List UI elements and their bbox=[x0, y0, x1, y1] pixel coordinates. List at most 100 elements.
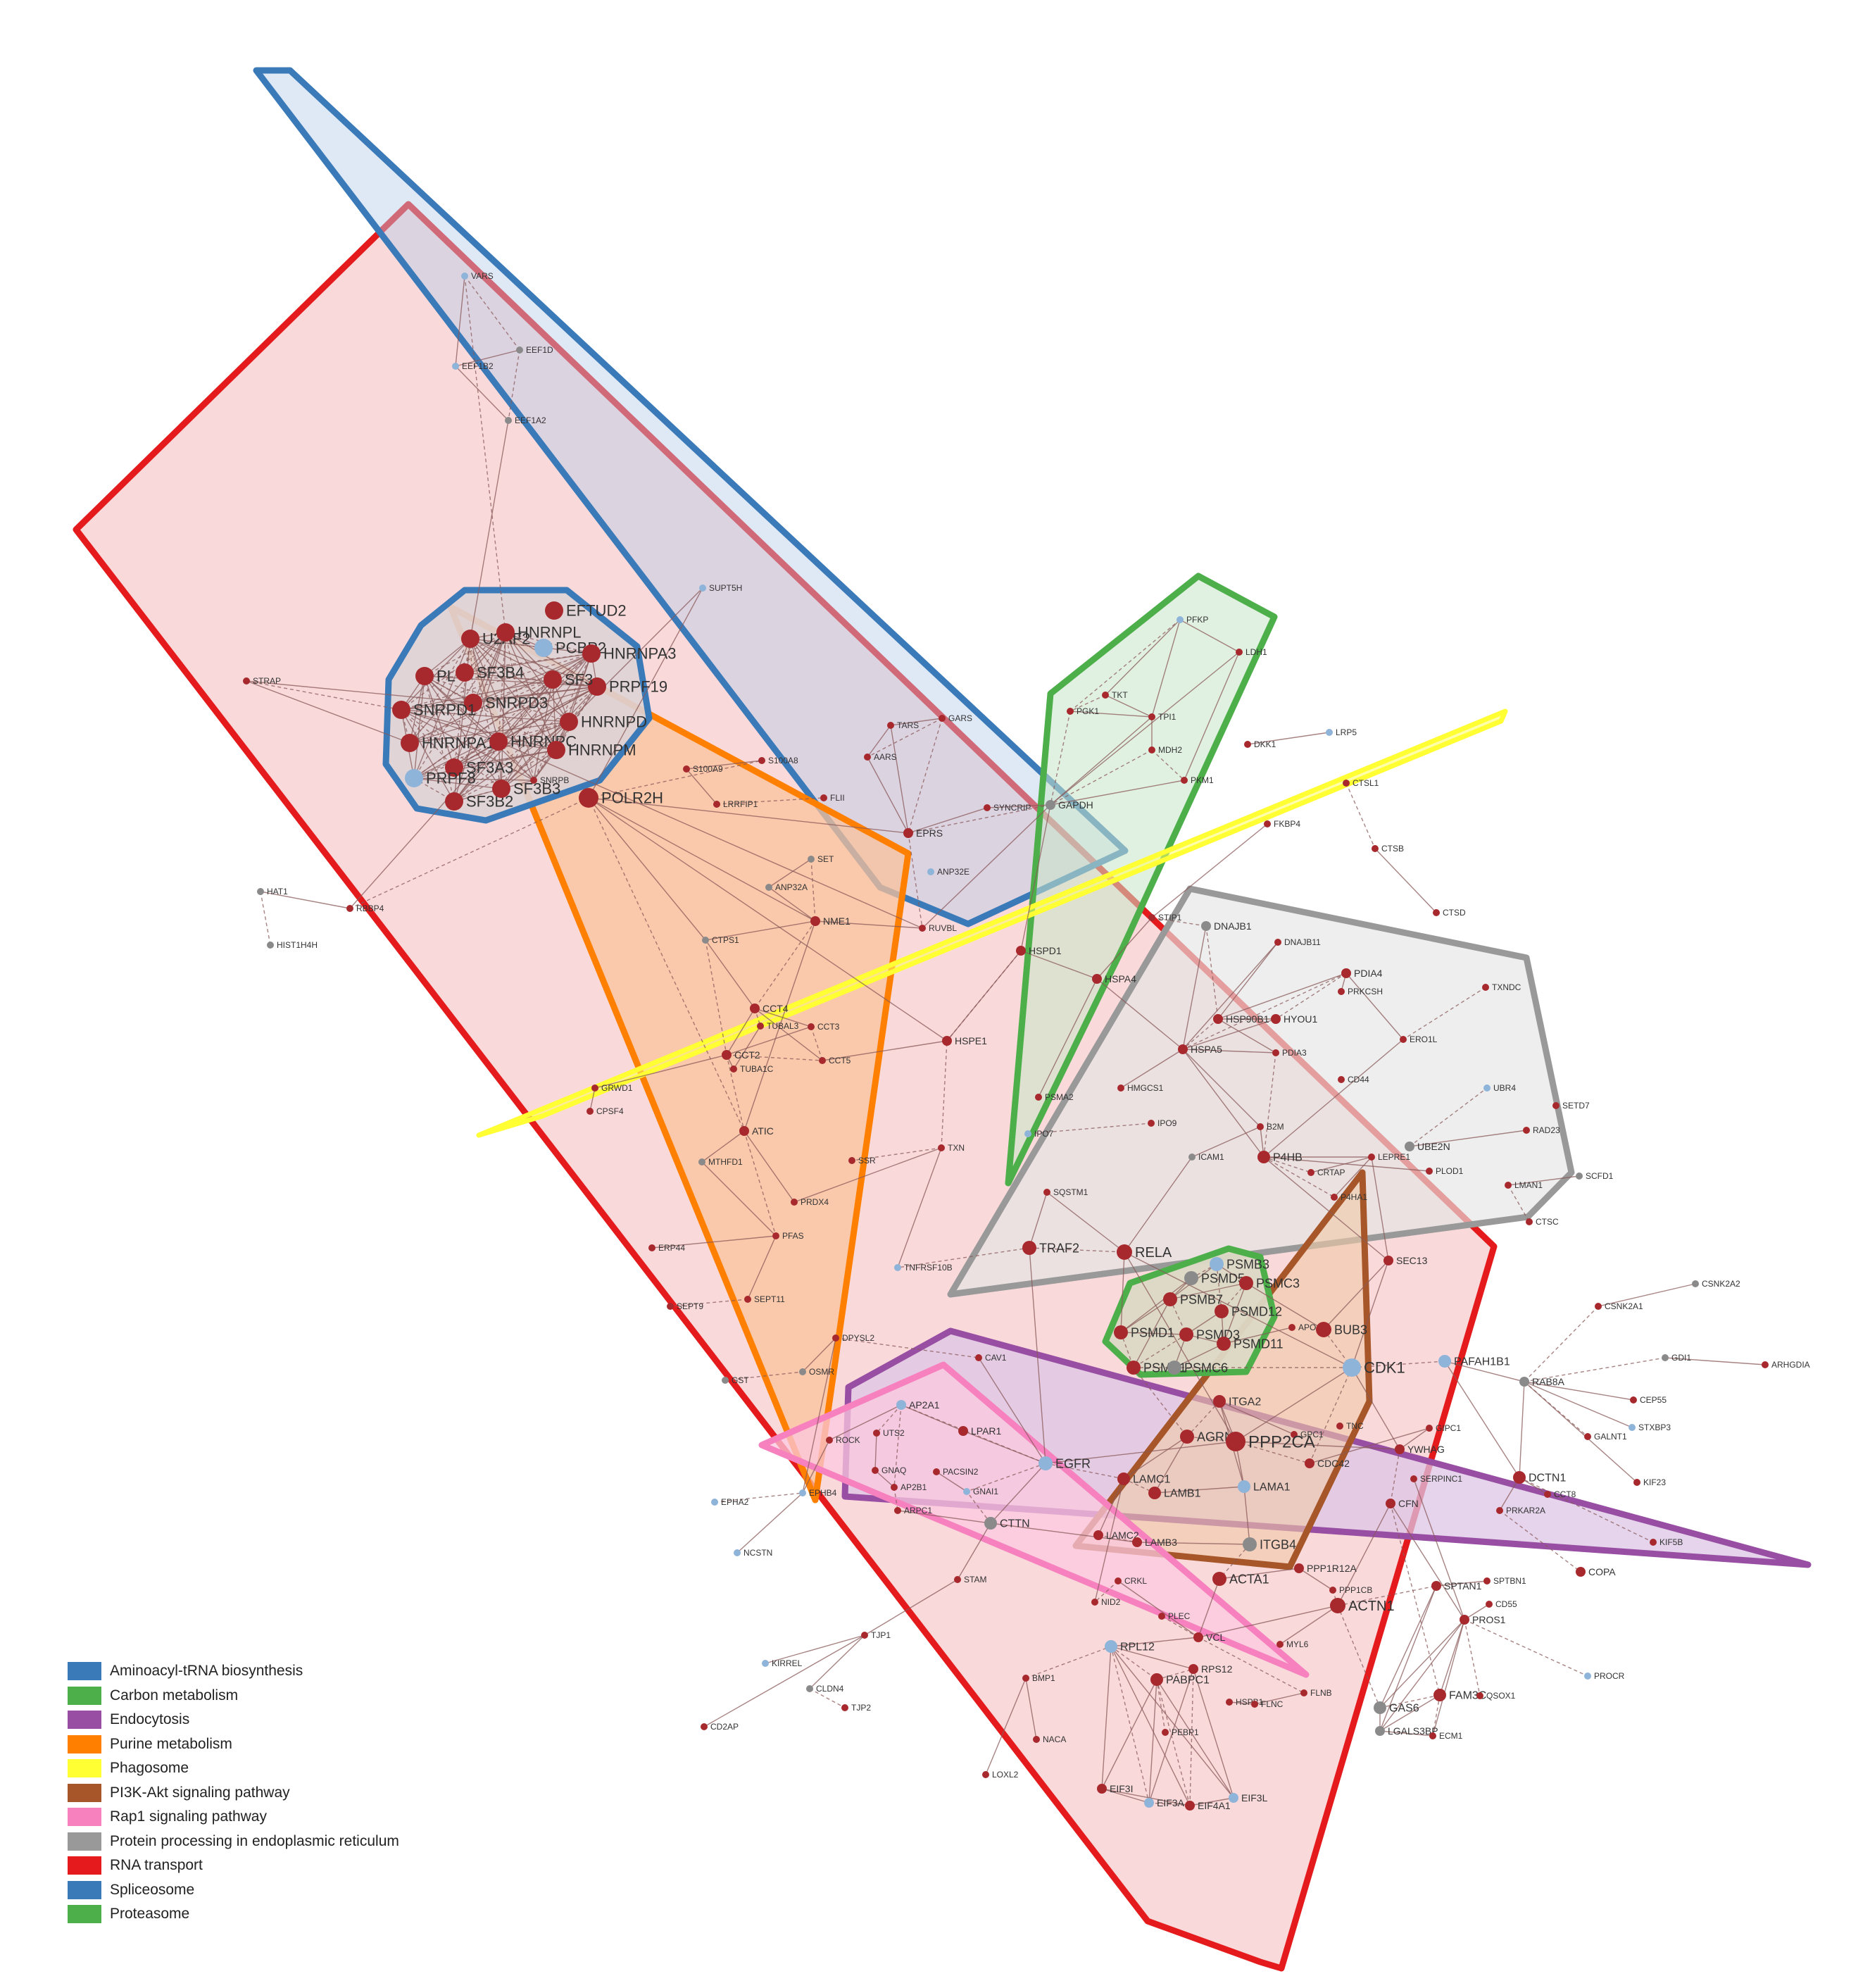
node-marker-flnb[interactable] bbox=[1300, 1689, 1307, 1696]
node-marker-lamb3[interactable] bbox=[1132, 1537, 1142, 1547]
node-sf3a3[interactable]: SF3A3 bbox=[445, 758, 513, 777]
node-ctsb[interactable]: CTSB bbox=[1372, 844, 1404, 854]
node-bmp1[interactable]: BMP1 bbox=[1022, 1673, 1055, 1683]
node-marker-sec13[interactable] bbox=[1383, 1256, 1393, 1265]
node-marker-lama1[interactable] bbox=[1238, 1480, 1250, 1493]
node-cldn4[interactable]: CLDN4 bbox=[806, 1684, 844, 1694]
node-marker-crkl[interactable] bbox=[1115, 1577, 1122, 1584]
node-marker-ppp1cb[interactable] bbox=[1329, 1587, 1336, 1594]
node-marker-txndc[interactable] bbox=[1482, 984, 1489, 991]
node-marker-hyou1[interactable] bbox=[1271, 1014, 1281, 1024]
node-marker-sf3b4[interactable] bbox=[456, 663, 474, 682]
node-hnrnpc[interactable]: HNRNPC bbox=[489, 732, 577, 751]
node-marker-hspa4[interactable] bbox=[1092, 974, 1102, 984]
node-vcl[interactable]: VCL bbox=[1193, 1632, 1225, 1643]
node-cep55[interactable]: CEP55 bbox=[1630, 1395, 1667, 1405]
node-marker-aars[interactable] bbox=[864, 754, 871, 761]
node-erp44[interactable]: ERP44 bbox=[648, 1243, 685, 1253]
node-marker-csnk2a2[interactable] bbox=[1692, 1280, 1699, 1287]
node-cd2ap[interactable]: CD2AP bbox=[701, 1722, 739, 1732]
node-anp32a[interactable]: ANP32A bbox=[765, 882, 808, 892]
node-marker-hspd1[interactable] bbox=[1016, 946, 1026, 956]
node-marker-snrpb[interactable] bbox=[530, 777, 537, 784]
node-marker-dpysl2[interactable] bbox=[832, 1334, 839, 1342]
node-marker-csnk2a1[interactable] bbox=[1595, 1303, 1602, 1310]
node-csnk2a1[interactable]: CSNK2A1 bbox=[1595, 1301, 1643, 1311]
node-dkk1[interactable]: DKK1 bbox=[1244, 739, 1276, 749]
node-marker-gst[interactable] bbox=[722, 1377, 729, 1384]
node-marker-mthfd1[interactable] bbox=[698, 1158, 705, 1165]
node-marker-tkt[interactable] bbox=[1102, 692, 1109, 699]
node-anp32e[interactable]: ANP32E bbox=[927, 867, 969, 877]
node-osmr[interactable]: OSMR bbox=[799, 1367, 834, 1377]
node-procr[interactable]: PROCR bbox=[1584, 1671, 1625, 1681]
node-marker-pkm1[interactable] bbox=[1181, 777, 1188, 784]
node-psmd11[interactable]: PSMD11 bbox=[1217, 1337, 1284, 1351]
node-marker-set[interactable] bbox=[808, 856, 815, 863]
node-marker-eef1d[interactable] bbox=[516, 346, 523, 354]
node-marker-ssr[interactable] bbox=[848, 1157, 855, 1164]
node-marker-dctn1[interactable] bbox=[1513, 1471, 1526, 1484]
node-sf3[interactable]: SF3 bbox=[544, 670, 593, 689]
node-marker-lrp5[interactable] bbox=[1326, 729, 1333, 736]
node-flnb[interactable]: FLNB bbox=[1300, 1688, 1332, 1698]
node-marker-pdia3[interactable] bbox=[1272, 1049, 1279, 1056]
node-stxbp3[interactable]: STXBP3 bbox=[1629, 1423, 1671, 1432]
node-txndc[interactable]: TXNDC bbox=[1482, 982, 1521, 992]
node-marker-pfkp[interactable] bbox=[1176, 616, 1184, 623]
node-p4hb[interactable]: P4HB bbox=[1257, 1151, 1303, 1164]
node-rock[interactable]: ROCK bbox=[826, 1435, 860, 1445]
node-kirrel[interactable]: KIRREL bbox=[762, 1658, 803, 1668]
node-marker-myl6[interactable] bbox=[1276, 1641, 1284, 1648]
node-hnrnpa1[interactable]: HNRNPA1 bbox=[401, 734, 495, 752]
node-marker-gas6[interactable] bbox=[1374, 1701, 1386, 1714]
node-tjp1[interactable]: TJP1 bbox=[861, 1630, 891, 1640]
node-marker-cct8[interactable] bbox=[1544, 1491, 1551, 1498]
node-marker-ctsc[interactable] bbox=[1526, 1218, 1533, 1225]
node-hnrnpd[interactable]: HNRNPD bbox=[560, 713, 647, 731]
node-psmc6[interactable]: PSMC6 bbox=[1167, 1361, 1228, 1375]
node-cct2[interactable]: CCT2 bbox=[722, 1049, 760, 1061]
node-marker-icam1[interactable] bbox=[1188, 1154, 1196, 1161]
node-cpsf4[interactable]: CPSF4 bbox=[586, 1106, 624, 1116]
node-marker-rab8a[interactable] bbox=[1519, 1377, 1529, 1387]
node-marker-ctsb[interactable] bbox=[1372, 845, 1379, 852]
node-scfd1[interactable]: SCFD1 bbox=[1576, 1171, 1614, 1181]
node-marker-ero1l[interactable] bbox=[1400, 1036, 1407, 1043]
node-fam3c[interactable]: FAM3C bbox=[1433, 1689, 1486, 1702]
node-fkbp4[interactable]: FKBP4 bbox=[1264, 819, 1300, 829]
node-marker-bub3[interactable] bbox=[1316, 1322, 1331, 1337]
node-qsox1[interactable]: QSOX1 bbox=[1476, 1691, 1516, 1701]
node-marker-cct3[interactable] bbox=[808, 1023, 815, 1030]
node-lama1[interactable]: LAMA1 bbox=[1238, 1480, 1291, 1494]
node-eef1b2[interactable]: EEF1B2 bbox=[452, 361, 494, 371]
node-pgk1[interactable]: PGK1 bbox=[1067, 706, 1099, 716]
node-psmd1[interactable]: PSMD1 bbox=[1114, 1325, 1174, 1339]
node-ap2b1[interactable]: AP2B1 bbox=[891, 1482, 927, 1492]
node-marker-procr[interactable] bbox=[1584, 1673, 1591, 1680]
node-ap2a1[interactable]: AP2A1 bbox=[896, 1399, 940, 1411]
node-marker-ctsd[interactable] bbox=[1433, 909, 1440, 916]
node-snrpd1[interactable]: SNRPD1 bbox=[392, 701, 476, 719]
node-marker-p4hb[interactable] bbox=[1257, 1151, 1270, 1163]
node-marker-cct4[interactable] bbox=[750, 1004, 760, 1013]
node-egfr[interactable]: EGFR bbox=[1038, 1456, 1091, 1470]
node-rela[interactable]: RELA bbox=[1117, 1244, 1172, 1261]
node-marker-sptan1[interactable] bbox=[1431, 1581, 1441, 1591]
node-marker-eef1b2[interactable] bbox=[452, 363, 459, 370]
node-pkm1[interactable]: PKM1 bbox=[1181, 775, 1214, 785]
node-grwd1[interactable]: GRWD1 bbox=[591, 1083, 633, 1093]
node-marker-lrrfip1[interactable] bbox=[713, 801, 720, 808]
node-marker-fam3c[interactable] bbox=[1433, 1689, 1446, 1701]
node-marker-ephb4[interactable] bbox=[799, 1489, 806, 1496]
node-ppp1cb[interactable]: PPP1CB bbox=[1329, 1585, 1372, 1595]
node-lepre1[interactable]: LEPRE1 bbox=[1368, 1152, 1410, 1162]
node-cct5[interactable]: CCT5 bbox=[819, 1056, 851, 1065]
node-marker-u2af2[interactable] bbox=[461, 630, 479, 648]
node-marker-hspa5[interactable] bbox=[1178, 1044, 1188, 1054]
node-marker-gnai1[interactable] bbox=[963, 1488, 970, 1495]
node-marker-sf3[interactable] bbox=[544, 670, 562, 689]
node-marker-tjp1[interactable] bbox=[861, 1632, 868, 1639]
node-marker-sept11[interactable] bbox=[744, 1296, 751, 1303]
node-psmb3[interactable]: PSMB3 bbox=[1210, 1257, 1269, 1271]
